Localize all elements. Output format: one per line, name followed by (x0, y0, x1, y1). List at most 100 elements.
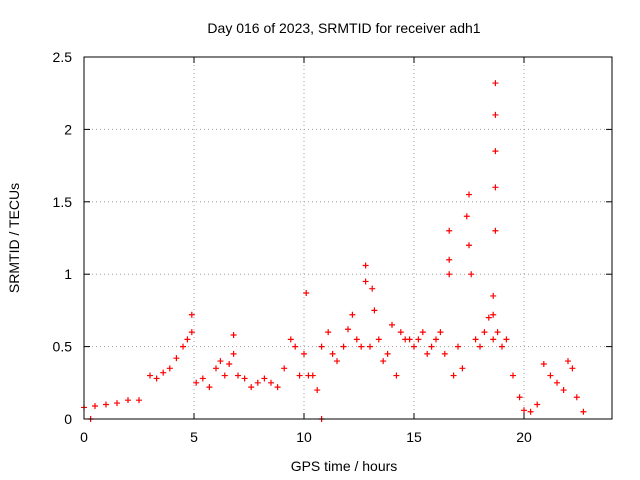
data-point (569, 365, 576, 372)
data-point (92, 402, 98, 409)
data-point (499, 343, 505, 350)
data-point (492, 148, 499, 155)
data-point (362, 262, 369, 269)
data-point (166, 365, 173, 372)
data-point (318, 343, 325, 350)
x-tick-label: 15 (406, 429, 422, 445)
data-point (114, 400, 120, 407)
data-point (380, 358, 387, 365)
data-point (292, 343, 299, 350)
data-point (516, 394, 523, 401)
data-point (492, 111, 499, 118)
data-points (81, 80, 587, 422)
data-point (206, 384, 213, 391)
data-point (235, 372, 241, 379)
data-point (309, 372, 316, 379)
data-point (371, 307, 378, 314)
data-point (325, 329, 332, 336)
data-point (437, 329, 444, 336)
data-point (419, 329, 426, 336)
data-point (160, 369, 167, 376)
data-point (303, 290, 310, 297)
data-point (217, 358, 224, 365)
data-point (136, 397, 142, 404)
data-point (147, 372, 153, 379)
plot-frame (83, 56, 613, 420)
y-axis-label: SRMTID / TECUs (6, 183, 22, 293)
data-point (463, 213, 470, 220)
data-point (193, 379, 200, 386)
data-point (213, 365, 219, 372)
data-point (503, 336, 510, 343)
data-point (369, 285, 376, 292)
data-point (153, 375, 160, 382)
data-point (573, 394, 580, 401)
data-point (565, 358, 571, 365)
data-point (230, 350, 237, 357)
data-point (527, 408, 534, 415)
data-point (384, 350, 391, 357)
data-point (389, 321, 395, 328)
data-point (261, 375, 268, 382)
data-point (301, 350, 307, 357)
data-point (254, 379, 261, 386)
data-point (472, 336, 479, 343)
data-point (459, 365, 466, 372)
data-point (492, 80, 499, 87)
data-point (547, 372, 554, 379)
data-point (226, 360, 233, 367)
data-point (334, 358, 340, 365)
data-point (446, 227, 453, 234)
y-tick-label: 2.5 (53, 49, 73, 65)
grid-lines (84, 57, 612, 419)
data-point (441, 350, 448, 357)
data-point (540, 360, 547, 367)
x-tick-label: 5 (190, 429, 198, 445)
data-point (103, 401, 109, 408)
data-point (415, 336, 422, 343)
data-point (485, 314, 492, 321)
data-point (428, 343, 435, 350)
data-point (281, 365, 288, 372)
data-point (358, 343, 365, 350)
x-tick-label: 10 (296, 429, 312, 445)
data-point (492, 184, 499, 191)
data-point (534, 401, 541, 408)
data-point (287, 336, 294, 343)
data-point (492, 227, 499, 234)
data-point (424, 350, 431, 357)
data-point (477, 343, 483, 350)
y-tick-label: 0.5 (53, 339, 73, 355)
data-point (367, 343, 373, 350)
data-point (411, 343, 417, 350)
data-point (433, 336, 439, 343)
data-point (184, 336, 191, 343)
data-point (397, 329, 404, 336)
data-point (560, 387, 567, 394)
data-point (221, 372, 228, 379)
data-point (268, 379, 274, 386)
y-tick-label: 1 (64, 266, 72, 282)
data-point (510, 372, 516, 379)
chart-title: Day 016 of 2023, SRMTID for receiver adh… (207, 20, 480, 36)
data-point (521, 407, 527, 414)
data-point (173, 355, 180, 362)
data-point (199, 375, 206, 382)
data-point (296, 372, 303, 379)
data-point (345, 326, 351, 333)
data-point (340, 343, 347, 350)
data-point (329, 350, 336, 357)
data-point (446, 256, 453, 263)
data-point (353, 336, 360, 343)
data-point (490, 336, 497, 343)
y-tick-label: 0 (64, 411, 72, 427)
data-point (468, 271, 475, 278)
data-point (393, 372, 400, 379)
data-point (554, 379, 560, 386)
x-tick-label: 0 (80, 429, 88, 445)
x-axis-label: GPS time / hours (291, 458, 398, 474)
y-axis-ticks: 0 0.5 1 1.5 2 2.5 (53, 49, 612, 427)
data-point (188, 311, 195, 318)
